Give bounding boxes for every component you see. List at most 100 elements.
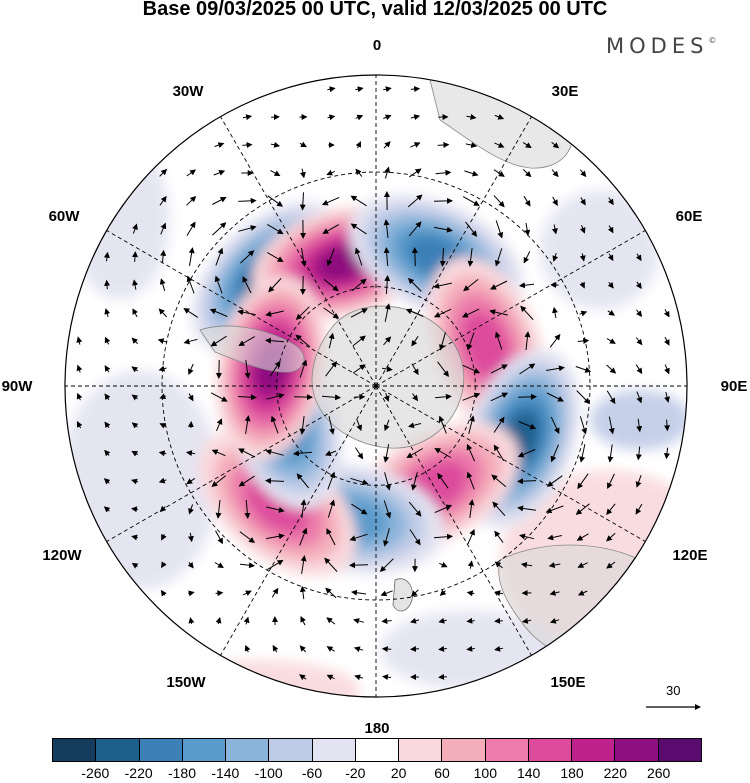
wind-vector	[405, 308, 424, 317]
wind-vector	[299, 192, 306, 211]
wind-vector	[76, 392, 83, 401]
wind-vector	[244, 644, 251, 653]
wind-vector	[188, 590, 195, 597]
wind-vector	[351, 589, 367, 596]
anomaly-contour	[461, 311, 510, 381]
wind-vector	[438, 645, 447, 652]
wind-vector	[187, 561, 194, 569]
meridian-line	[375, 385, 646, 542]
colorbar-segment	[658, 739, 701, 761]
wind-vector	[240, 250, 255, 264]
wind-vector	[382, 674, 392, 681]
wind-vector	[239, 531, 255, 544]
colorbar-segment	[572, 739, 616, 761]
wind-vector	[238, 225, 257, 232]
colorbar-tick-label: 60	[434, 765, 450, 781]
wind-vector	[295, 306, 310, 321]
wind-vector	[522, 169, 532, 178]
wind-vector	[326, 646, 335, 652]
wind-vector	[635, 337, 643, 346]
colorbar-tick-label: 180	[560, 765, 584, 781]
lon-label-120w: 120W	[42, 547, 82, 564]
wind-vector	[214, 142, 225, 148]
wind-vector	[491, 474, 507, 488]
wind-vector	[467, 528, 475, 545]
wind-vector	[551, 169, 559, 178]
wind-vector	[157, 338, 168, 345]
wind-vector	[381, 646, 392, 653]
wind-vector	[664, 391, 670, 403]
wind-vector	[579, 225, 586, 234]
wind-vector	[104, 393, 111, 401]
colorbar-segment	[53, 739, 97, 761]
wind-vector	[462, 364, 481, 374]
meridian-line	[375, 116, 532, 387]
wind-vector	[409, 529, 421, 546]
wind-vector	[186, 169, 197, 177]
new-zealand-landmass	[392, 578, 413, 612]
wind-vector	[158, 477, 167, 484]
wind-vector	[212, 222, 227, 236]
wind-vector	[438, 617, 447, 624]
wind-vector	[462, 196, 480, 206]
lon-label-150e: 150E	[550, 674, 585, 691]
wind-vector	[267, 195, 284, 207]
wind-vector	[579, 416, 588, 435]
wind-vector	[265, 337, 285, 344]
wind-vector	[552, 196, 558, 206]
wind-vector	[606, 390, 616, 405]
wind-vector	[607, 309, 616, 316]
wind-vector	[266, 506, 285, 513]
wind-vector	[214, 275, 223, 294]
colorbar-tick-label: 220	[603, 765, 628, 781]
wind-vector	[552, 252, 559, 262]
wind-vector	[160, 222, 167, 235]
wind-vector	[664, 336, 670, 346]
wind-vector	[188, 504, 194, 515]
meridian-line	[375, 230, 646, 387]
wind-vector	[523, 251, 531, 264]
wind-vector	[490, 392, 509, 402]
wind-vector	[327, 471, 336, 490]
wind-vector	[216, 418, 223, 431]
colorbar-segment	[312, 739, 356, 761]
wind-vector	[271, 587, 279, 598]
wind-vector	[237, 394, 257, 401]
wind-vector	[438, 673, 447, 680]
wind-vector	[546, 365, 565, 372]
wind-vector	[132, 251, 138, 262]
wind-vector	[325, 360, 337, 377]
wind-vector	[493, 169, 505, 177]
wind-vector	[379, 558, 394, 573]
wind-vector	[411, 472, 418, 491]
wind-vector	[493, 416, 505, 433]
wind-vector	[300, 248, 307, 267]
wind-vector	[159, 195, 167, 206]
colorbar-segment	[139, 739, 183, 761]
wind-vector	[635, 281, 642, 290]
south-america-landmass	[199, 325, 305, 373]
wind-vector	[577, 562, 588, 568]
wind-vector	[131, 337, 139, 345]
meridian-line	[220, 116, 377, 387]
wind-vector	[636, 391, 643, 404]
wind-vector	[490, 280, 508, 290]
wind-vector	[327, 86, 336, 93]
wind-vector	[382, 366, 393, 372]
wind-vector	[494, 530, 504, 543]
wind-vector	[131, 562, 139, 569]
wind-vector	[550, 444, 559, 463]
wind-vector	[406, 448, 424, 458]
wind-vector	[520, 305, 534, 320]
wind-vector	[381, 617, 392, 624]
wind-vector	[356, 419, 363, 432]
wind-vector	[326, 674, 335, 681]
wind-vector	[549, 589, 560, 596]
wind-vector	[517, 478, 537, 485]
wind-vector	[383, 247, 390, 267]
wind-vector	[350, 223, 367, 235]
wind-vector	[410, 114, 421, 121]
wind-vector	[608, 416, 615, 435]
colorbar-tick-label: -140	[211, 765, 240, 781]
colorbar-segment	[182, 739, 227, 761]
